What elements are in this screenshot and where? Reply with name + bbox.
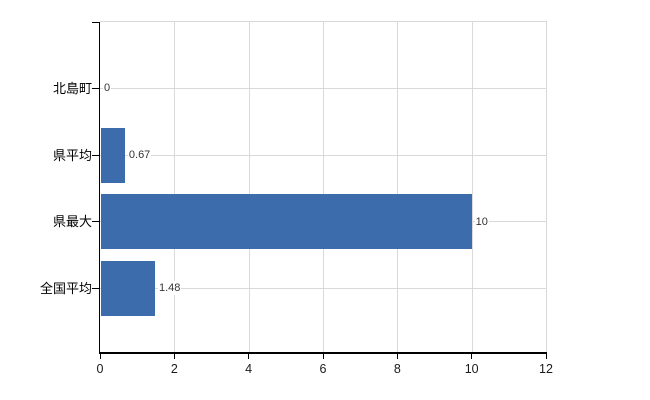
gridline-vertical (248, 22, 250, 352)
gridline-vertical (323, 22, 324, 352)
x-axis-tick (173, 352, 176, 359)
gridline-horizontal (100, 287, 546, 289)
gridline-vertical (471, 22, 473, 352)
category-label: 県最大 (52, 214, 92, 229)
x-axis-tick (322, 352, 324, 359)
gridline-horizontal (100, 154, 546, 156)
plot-border-right (546, 22, 547, 352)
x-axis-tick (471, 352, 473, 359)
y-axis-tick (92, 287, 99, 289)
x-tick-label: 10 (464, 362, 479, 376)
y-axis-tick (92, 154, 99, 156)
plot-border-top (100, 21, 547, 22)
category-label: 県平均 (52, 147, 92, 163)
x-axis-tick (248, 352, 250, 359)
gridline-horizontal (100, 87, 546, 89)
category-label: 全国平均 (39, 280, 92, 296)
bar (101, 194, 472, 249)
x-tick-label: 12 (539, 362, 553, 376)
bar (101, 260, 155, 316)
value-label: 10 (474, 214, 489, 229)
value-label: 1.48 (158, 281, 182, 295)
y-axis-tick (92, 221, 99, 223)
x-tick-label: 2 (170, 362, 178, 376)
y-axis-line (98, 22, 100, 354)
value-label: 0.67 (127, 148, 152, 162)
y-axis-tick (92, 21, 99, 23)
x-axis-tick (545, 352, 547, 359)
gridline-vertical (397, 22, 399, 352)
y-axis-tick (92, 87, 99, 89)
x-tick-label: 0 (96, 362, 104, 376)
x-axis-line (98, 352, 546, 354)
x-axis-tick (99, 352, 101, 359)
value-label: 0 (103, 81, 112, 95)
x-tick-label: 6 (319, 362, 327, 376)
gridline-vertical (174, 22, 176, 352)
x-tick-label: 4 (245, 362, 253, 376)
category-label: 北島町 (52, 80, 92, 96)
x-axis-tick (396, 352, 399, 359)
x-tick-label: 8 (393, 362, 401, 376)
bar (101, 127, 125, 183)
